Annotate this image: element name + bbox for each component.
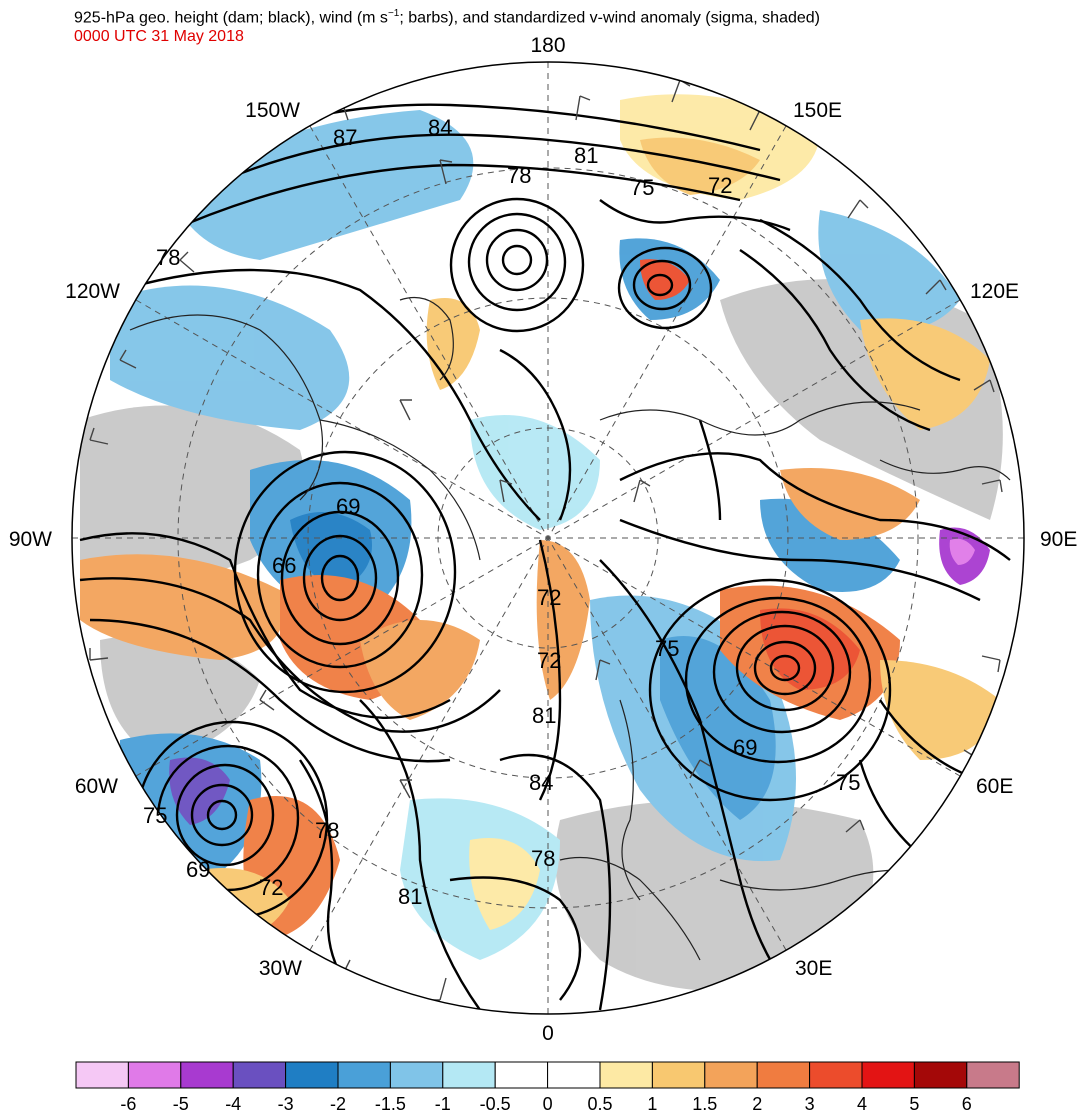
contour-label: 84 <box>428 115 452 140</box>
colorbar-tick-label: 2 <box>752 1094 762 1112</box>
contour-label: 66 <box>272 553 296 578</box>
title-superscript: −1 <box>387 8 400 19</box>
colorbar-swatch <box>756 1061 811 1089</box>
lon-label-60w: 60W <box>75 775 118 798</box>
colorbar-swatch <box>913 1061 968 1089</box>
colorbar-swatch <box>180 1061 234 1089</box>
colorbar-tick-label: -2 <box>330 1094 346 1112</box>
colorbar-swatch <box>389 1061 444 1089</box>
colorbar-tick-label: 1.5 <box>692 1094 717 1112</box>
contour-label: 69 <box>733 735 757 760</box>
contour-label: 78 <box>156 245 180 270</box>
colorbar-tick-label: -5 <box>173 1094 189 1112</box>
contour-label: 69 <box>336 494 360 519</box>
contour-label: 75 <box>655 636 679 661</box>
longitude-labels: 180 150E 120E 90E 60E 30E 0 30W 60W 90W … <box>9 34 1078 1045</box>
colorbar-tick-label: -4 <box>225 1094 241 1112</box>
map-disc <box>72 62 1024 1014</box>
lon-label-150w: 150W <box>245 99 300 122</box>
lon-label-90e: 90E <box>1040 528 1077 551</box>
colorbar-swatch <box>599 1061 653 1089</box>
contour-label: 75 <box>630 175 654 200</box>
contour-label: 81 <box>574 143 598 168</box>
colorbar-tick-label: 0.5 <box>587 1094 612 1112</box>
contour-label: 84 <box>529 770 553 795</box>
contour-label: 72 <box>537 585 561 610</box>
height-contours <box>79 103 1022 1011</box>
colorbar-tick-label: -1 <box>435 1094 451 1112</box>
lon-label-120w: 120W <box>65 280 120 303</box>
lon-label-120e: 120E <box>970 280 1019 303</box>
lon-label-30w: 30W <box>259 957 302 980</box>
map-border <box>71 61 1025 1015</box>
map-title: 925-hPa geo. height (dam; black), wind (… <box>74 4 820 28</box>
colorbar-tick-label: -0.5 <box>480 1094 511 1112</box>
colorbar-swatch <box>494 1061 549 1089</box>
colorbar-swatch <box>547 1061 601 1089</box>
lon-label-30e: 30E <box>795 957 832 980</box>
contour-label: 72 <box>259 875 283 900</box>
colorbar-swatch <box>809 1061 863 1089</box>
colorbar-tick-label: -1.5 <box>375 1094 406 1112</box>
contour-label: 69 <box>186 857 210 882</box>
contour-label: 75 <box>836 770 860 795</box>
colorbar-swatch <box>704 1061 758 1089</box>
contour-label: 78 <box>531 846 555 871</box>
contour-label: 72 <box>708 173 732 198</box>
colorbar-swatch <box>285 1061 339 1089</box>
colorbar-swatch <box>651 1061 706 1089</box>
colorbar-swatch <box>232 1061 287 1089</box>
map-subtitle: 0000 UTC 31 May 2018 <box>74 28 244 45</box>
colorbar-swatch <box>861 1061 915 1089</box>
lon-label-90w: 90W <box>9 528 52 551</box>
colorbar-swatch <box>337 1061 391 1089</box>
lon-label-180: 180 <box>530 34 565 57</box>
contour-label: 75 <box>143 803 167 828</box>
colorbar-tick-label: -6 <box>120 1094 136 1112</box>
contour-label: 78 <box>315 818 339 843</box>
title-suffix: ; barbs), and standardized v-wind anomal… <box>399 9 820 27</box>
colorbar-tick-label: -3 <box>278 1094 294 1112</box>
contour-label: 87 <box>333 125 357 150</box>
contour-labels: 87 84 81 78 75 72 78 69 66 72 72 81 84 7… <box>143 115 860 909</box>
colorbar-tick-label: 1 <box>647 1094 657 1112</box>
colorbar-swatch <box>442 1061 496 1089</box>
colorbar-tick-label: 0 <box>543 1094 553 1112</box>
colorbar-tick-label: 6 <box>962 1094 972 1112</box>
colorbar-tick-label: 3 <box>805 1094 815 1112</box>
contour-label: 81 <box>398 884 422 909</box>
lon-label-60e: 60E <box>976 775 1013 798</box>
contour-label: 78 <box>507 163 531 188</box>
contour-label: 72 <box>537 648 561 673</box>
colorbar-tick-label: 4 <box>857 1094 867 1112</box>
contour-label: 81 <box>532 703 556 728</box>
colorbar-swatch <box>127 1061 182 1089</box>
title-prefix: 925-hPa geo. height (dam; black), wind (… <box>74 9 388 27</box>
colorbar: -6 -5 -4 -3 -2 -1.5 -1 -0.5 0 0.5 1 1.5 2 3 4 5 6 <box>75 1061 1020 1112</box>
colorbar-tick-label: 5 <box>909 1094 919 1112</box>
colorbar-swatch <box>966 1061 1020 1089</box>
lon-label-150e: 150E <box>793 99 842 122</box>
colorbar-swatch <box>75 1061 129 1089</box>
lon-label-0: 0 <box>542 1022 554 1045</box>
